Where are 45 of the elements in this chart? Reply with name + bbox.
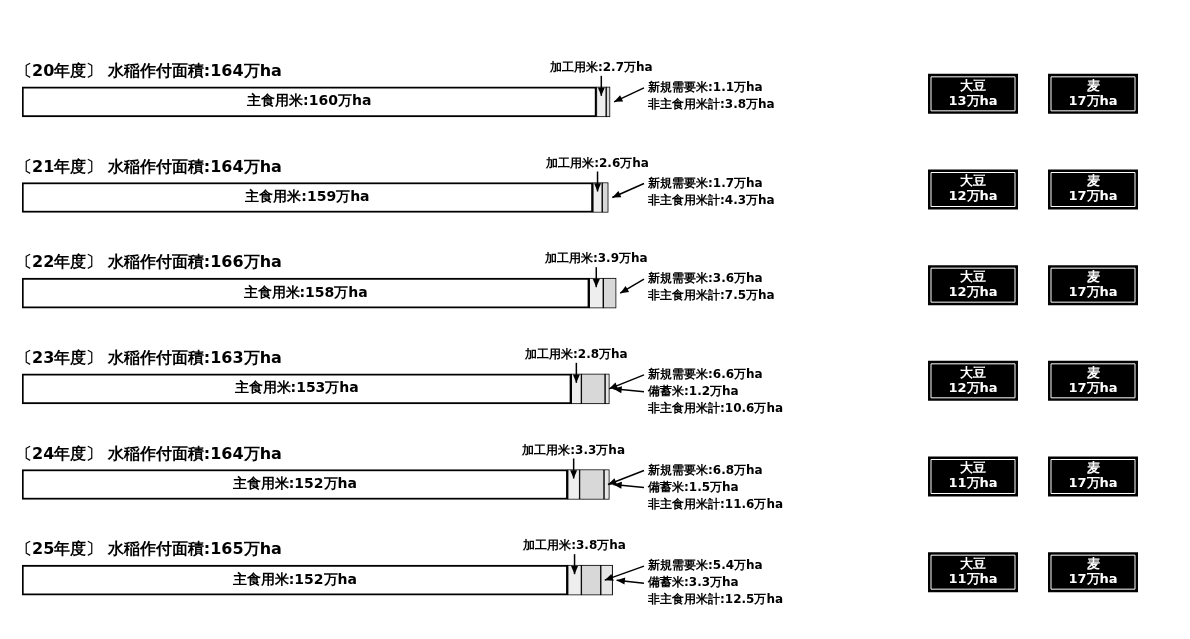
data-label: 主食用米:153万ha <box>233 379 359 396</box>
data-label: 主食用米:152万ha <box>231 475 357 492</box>
text: 麦 17万ha <box>1068 173 1118 204</box>
data-label: 新規需要米:3.6万ha <box>647 271 763 286</box>
text: 非主食用米計:11.6万ha <box>647 496 784 511</box>
data-label: 主食用米:152万ha <box>231 570 357 587</box>
text: 大豆 11万ha <box>948 556 998 587</box>
text: 大豆 12万ha <box>948 269 998 300</box>
data-label: 備蓄米:1.2万ha <box>647 383 739 398</box>
y-tick-label: 〔21年度〕 水稲作付面積:164万ha <box>16 156 282 176</box>
y-tick-label: 〔20年度〕 水稲作付面積:164万ha <box>16 60 282 80</box>
data-label: 加工用米:2.8万ha <box>524 346 628 361</box>
data-label: 新規需要米:5.4万ha <box>647 558 763 573</box>
data-label: 新規需要米:6.6万ha <box>647 366 763 381</box>
data-label: 新規需要米:1.1万ha <box>647 79 763 94</box>
text: 麦 17万ha <box>1068 77 1118 108</box>
text: 大豆 13万ha <box>948 77 998 108</box>
data-label: 加工用米:3.8万ha <box>522 538 626 553</box>
data-label: 備蓄米:1.5万ha <box>647 479 739 494</box>
data-label: 主食用米:158万ha <box>242 283 368 300</box>
text: 大豆 12万ha <box>948 173 998 204</box>
data-label: 加工用米:2.6万ha <box>545 155 649 170</box>
text: 非主食用米計:7.5万ha <box>647 288 775 303</box>
data-label: 主食用米:160万ha <box>246 92 372 109</box>
data-label: 新規需要米:6.8万ha <box>647 462 763 477</box>
text: 麦 17万ha <box>1068 556 1118 587</box>
data-label: 主食用米:159万ha <box>244 188 370 205</box>
y-tick-label: 〔24年度〕 水稲作付面積:164万ha <box>16 443 282 463</box>
data-label: 新規需要米:1.7万ha <box>647 175 763 190</box>
text: 非主食用米計:12.5万ha <box>647 592 784 607</box>
text: 非主食用米計:10.6万ha <box>647 400 784 415</box>
text: 麦 17万ha <box>1068 269 1118 300</box>
data-label: 加工用米:3.3万ha <box>521 442 626 457</box>
text: 非主食用米計:3.8万ha <box>647 96 775 111</box>
text: 麦 17万ha <box>1068 364 1118 395</box>
y-tick-label: 〔23年度〕 水稲作付面積:163万ha <box>16 347 282 367</box>
data-label: 備蓄米:3.3万ha <box>647 575 739 590</box>
y-tick-label: 〔22年度〕 水稲作付面積:166万ha <box>16 252 282 272</box>
data-label: 加工用米:2.7万ha <box>548 59 653 74</box>
text: 非主食用米計:4.3万ha <box>647 192 775 207</box>
data-label: 加工用米:3.9万ha <box>543 251 648 266</box>
text: 麦 17万ha <box>1068 460 1118 491</box>
y-tick-label: 〔25年度〕 水稲作付面積:165万ha <box>16 539 282 559</box>
text: 大豆 12万ha <box>948 364 998 395</box>
text: 大豆 11万ha <box>948 460 998 491</box>
